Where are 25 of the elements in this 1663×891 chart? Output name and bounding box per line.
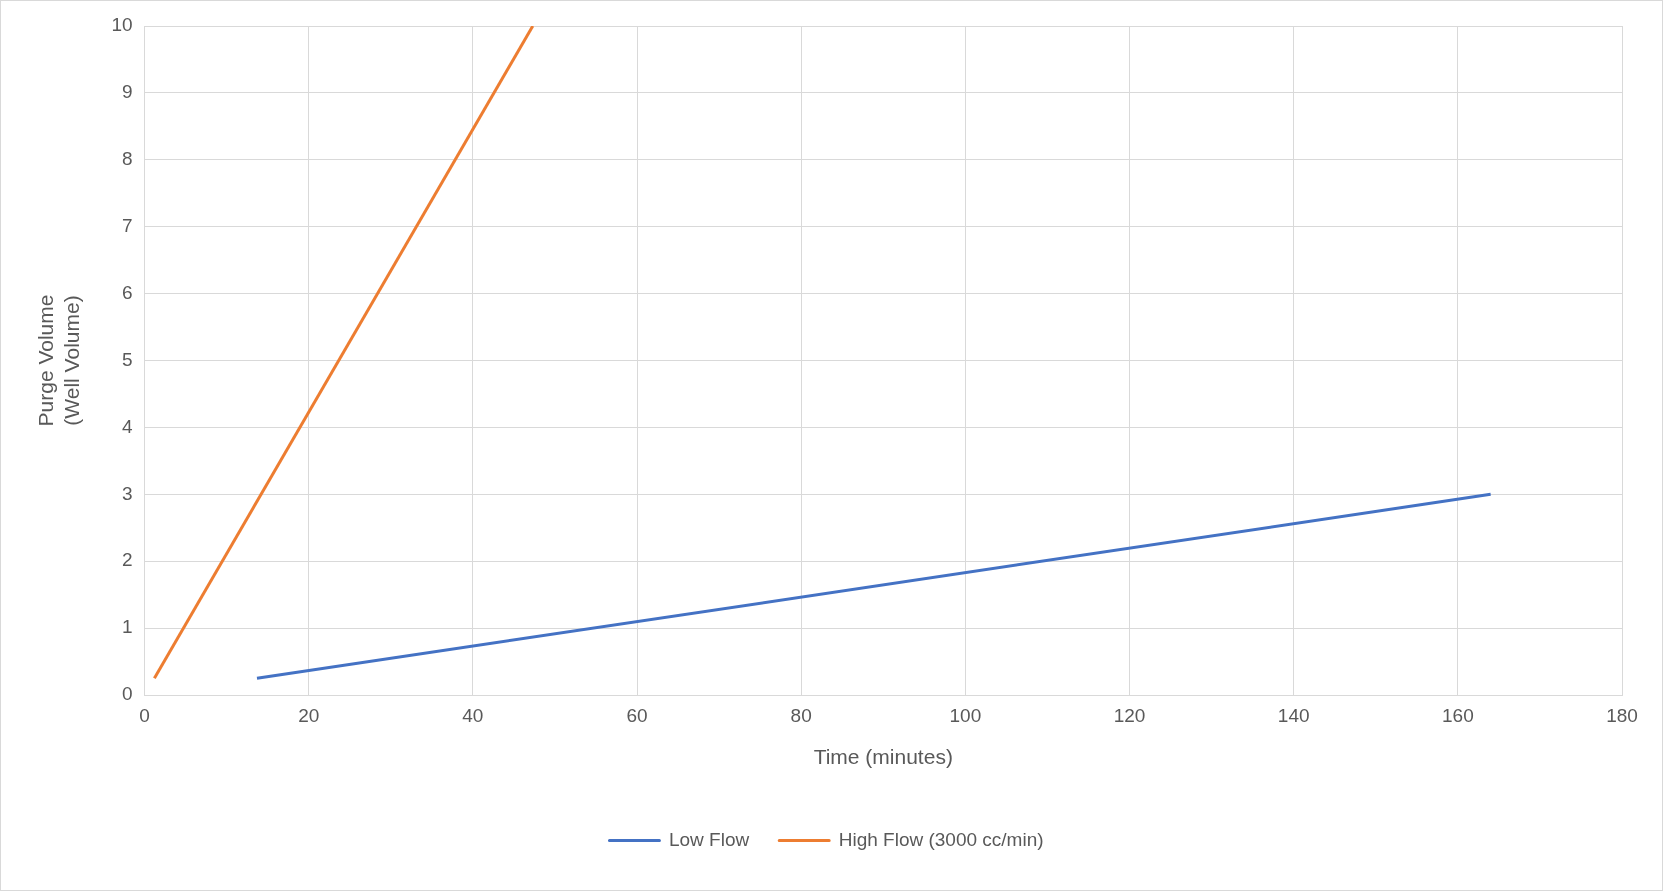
x-tick-label: 120 — [1113, 704, 1146, 726]
y-tick-label: 1 — [121, 616, 133, 638]
x-axis-title: Time (minutes) — [813, 745, 953, 769]
x-tick-label: 180 — [1606, 704, 1638, 726]
x-tick-label: 160 — [1441, 704, 1474, 726]
y-tick-label: 8 — [121, 148, 133, 170]
x-tick-label: 100 — [949, 704, 982, 726]
legend-label: High Flow (3000 cc/min) — [838, 828, 1044, 850]
y-tick-label: 0 — [121, 683, 133, 705]
y-tick-label: 3 — [121, 482, 133, 504]
legend-label: Low Flow — [668, 828, 750, 850]
y-tick-label: 6 — [121, 281, 133, 303]
x-tick-label: 0 — [139, 704, 150, 726]
y-tick-label: 4 — [121, 415, 133, 437]
x-tick-label: 80 — [790, 704, 812, 726]
x-tick-label: 140 — [1277, 704, 1310, 726]
y-tick-label: 5 — [121, 348, 133, 370]
x-tick-label: 60 — [626, 704, 648, 726]
x-tick-label: 20 — [298, 704, 320, 726]
y-tick-label: 9 — [121, 81, 133, 103]
y-tick-label: 10 — [111, 14, 133, 36]
x-tick-label: 40 — [462, 704, 484, 726]
y-tick-label: 2 — [121, 549, 133, 571]
y-tick-label: 7 — [121, 214, 133, 236]
y-axis-title: Purge Volume (Well Volume) — [34, 294, 83, 427]
